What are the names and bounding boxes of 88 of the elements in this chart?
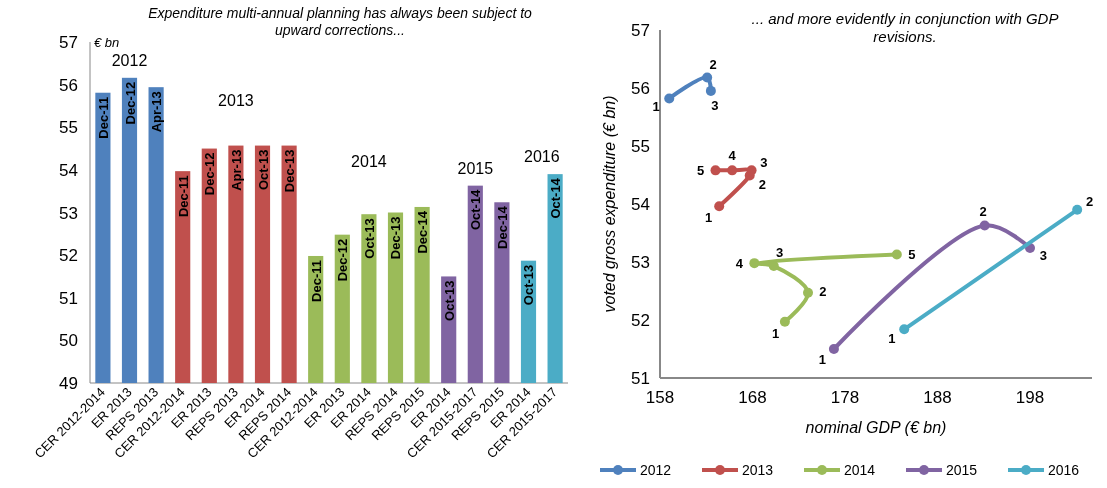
annotation: 2: [979, 203, 987, 219]
data-label: Dec-11: [95, 96, 111, 139]
data-label: Oct-13: [255, 149, 271, 191]
x-axis-title: nominal GDP (€ bn): [805, 419, 947, 436]
annotation: 1: [705, 209, 713, 225]
data-label: Dec-11: [175, 175, 191, 218]
point: [768, 261, 779, 272]
y-tick-label: 56: [631, 79, 650, 98]
series-label: 2016: [524, 148, 560, 166]
annotation: 2: [758, 176, 767, 192]
annotation: 4: [728, 148, 737, 164]
annotation: 1: [771, 326, 780, 342]
y-tick-label: 54: [631, 195, 650, 214]
annotation: 2: [1085, 194, 1094, 210]
data-label: Oct-14: [548, 177, 564, 219]
data-label: Dec-14: [494, 205, 510, 249]
chart-title: ... and more evidently in conjunction with GDP revisions.: [751, 10, 1059, 45]
point: [779, 316, 790, 327]
x-tick-label: 168: [738, 388, 767, 407]
data-label: Dec-13: [282, 149, 298, 193]
y-tick-label: 55: [59, 118, 78, 138]
y-tick-label: 53: [631, 253, 650, 272]
annotation: 1: [888, 330, 896, 346]
legend-label: 2012: [640, 462, 672, 478]
legend-label: 2014: [844, 462, 876, 478]
data-label: Dec-13: [388, 216, 404, 260]
x-tick-label: 178: [830, 388, 860, 407]
y-tick-label: 57: [631, 21, 650, 40]
point: [979, 220, 990, 231]
data-label: Oct-14: [468, 188, 484, 231]
point: [746, 165, 757, 176]
series-label: 2015: [457, 159, 494, 177]
x-tick-label: 198: [1015, 388, 1045, 407]
annotation: 2: [709, 56, 717, 72]
point: [702, 72, 713, 83]
point: [664, 93, 675, 104]
point: [803, 287, 814, 298]
data-label: Dec-11: [308, 259, 324, 302]
annotation: 5: [908, 246, 916, 262]
y-tick-label: 49: [59, 374, 78, 393]
point: [828, 344, 839, 354]
data-label: Dec-12: [202, 152, 218, 196]
point: [705, 85, 716, 96]
data-label: Dec-12: [122, 81, 138, 125]
y-tick-label: 50: [59, 331, 78, 351]
annotation: 3: [776, 245, 784, 261]
text: 2013: [218, 91, 254, 109]
data-label: Apr-13: [228, 149, 244, 191]
y-tick-label: 55: [631, 137, 650, 156]
data-label: Dec-12: [335, 238, 351, 282]
annotation: 3: [711, 98, 719, 114]
annotation: 4: [735, 255, 744, 271]
annotation: 3: [760, 154, 768, 170]
annotation: 5: [696, 163, 705, 179]
series-label: 2012: [111, 51, 148, 69]
legend-label: 2016: [1048, 462, 1080, 478]
point: [714, 201, 725, 212]
point: [710, 165, 721, 176]
data-label: Apr-13: [149, 91, 165, 133]
text: 2014: [351, 152, 387, 170]
data-label: Oct-13: [441, 280, 457, 321]
y-tick-label: 51: [59, 288, 78, 308]
x-tick-label: 188: [923, 388, 952, 407]
chart-title: Expenditure multi-annual planning has always been subject to upward corrections...: [148, 5, 533, 38]
annotation: 1: [652, 98, 660, 114]
y-tick-label: 53: [59, 203, 78, 223]
data-label: Dec-14: [415, 210, 431, 254]
point: [749, 258, 760, 269]
x-tick-label: 158: [645, 388, 675, 407]
y-axis-title: voted gross expenditure (€ bn): [601, 95, 618, 313]
point: [891, 249, 902, 260]
legend-label: 2013: [742, 462, 774, 478]
legend-label: 2015: [946, 462, 978, 478]
y-tick-label: 54: [59, 160, 78, 180]
data-label: Oct-13: [361, 218, 377, 259]
y-tick-label: 51: [631, 369, 650, 388]
point: [899, 324, 910, 335]
annotation: 1: [818, 351, 826, 367]
y-tick-label: 57: [59, 33, 78, 52]
y-tick-label: 52: [631, 311, 650, 330]
y-axis-title: € bn: [94, 35, 120, 50]
y-tick-label: 56: [59, 75, 78, 95]
annotation: 3: [1039, 247, 1048, 263]
data-label: Oct-13: [521, 264, 537, 306]
y-tick-label: 52: [59, 246, 78, 266]
point: [1072, 204, 1083, 215]
point: [727, 165, 738, 176]
annotation: 2: [819, 283, 827, 299]
